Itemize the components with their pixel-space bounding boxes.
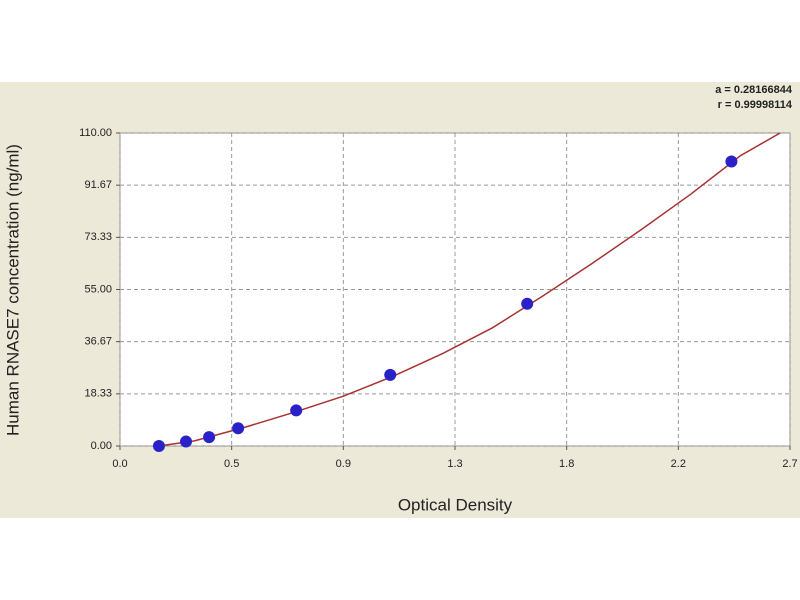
data-point	[725, 155, 738, 168]
y-tick-label: 55.00	[84, 283, 112, 295]
data-point	[180, 435, 193, 448]
data-point	[290, 404, 303, 417]
x-tick-label: 1.3	[447, 458, 462, 470]
y-tick-label: 73.33	[84, 231, 112, 243]
x-tick-label: 0.9	[336, 458, 351, 470]
x-tick-label: 0.5	[224, 458, 239, 470]
data-point	[521, 297, 534, 310]
fit-curve	[158, 132, 781, 447]
data-point	[232, 422, 245, 435]
annotation: r = 0.99998114	[718, 99, 793, 111]
x-tick-label: 2.7	[782, 458, 797, 470]
x-tick-label: 2.2	[671, 458, 686, 470]
y-tick-label: 91.67	[84, 179, 112, 191]
annotation: a = 0.28166844	[715, 84, 793, 96]
y-tick-label: 36.67	[84, 336, 112, 348]
data-point	[152, 440, 165, 452]
y-tick-label: 0.00	[91, 440, 112, 452]
x-axis-title: Optical Density	[398, 495, 513, 514]
y-tick-label: 18.33	[84, 388, 112, 400]
data-point	[384, 368, 397, 381]
data-point	[203, 431, 216, 444]
x-tick-label: 1.8	[559, 458, 574, 470]
y-axis-title: Human RNASE7 concentration (ng/ml)	[3, 144, 22, 436]
y-tick-label: 110.00	[79, 127, 112, 139]
x-tick-label: 0.0	[112, 458, 127, 470]
